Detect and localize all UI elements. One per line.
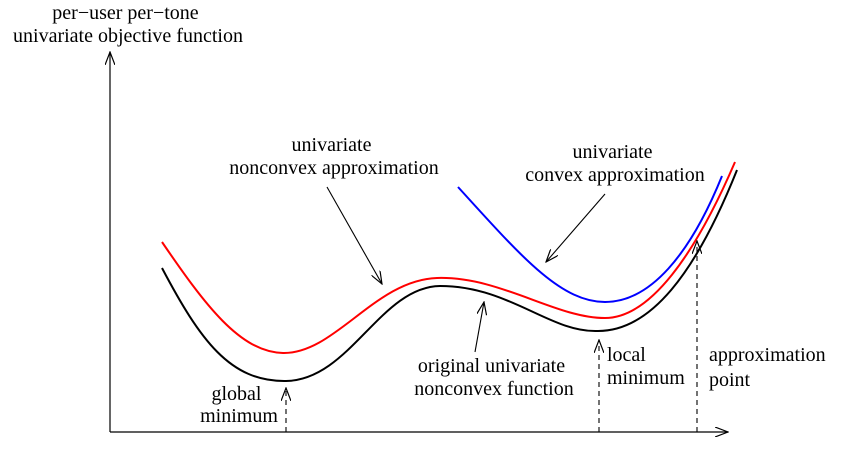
convex-approximation-curve bbox=[457, 175, 723, 304]
approximation-point-label: approximation point bbox=[709, 344, 831, 391]
original-function-pointer bbox=[474, 302, 484, 353]
y-axis-title: per−user per−tone univariate objective f… bbox=[13, 2, 243, 47]
nonconvex-approx-pointer bbox=[326, 186, 382, 284]
nonconvex-approximation-label-line-2: nonconvex approximation bbox=[229, 157, 438, 179]
y-axis-title-line-1: per−user per−tone bbox=[52, 2, 199, 24]
original-function-label-line-2: nonconvex function bbox=[414, 378, 573, 400]
local-minimum-label-line-1: local bbox=[607, 344, 646, 366]
approximation-point-label-line-1: approximation bbox=[709, 344, 826, 366]
convex-approximation-label-line-1: univariate bbox=[573, 141, 653, 163]
original-function-curve bbox=[161, 169, 738, 383]
nonconvex-approximation-curve bbox=[161, 161, 736, 355]
original-function-label-line-1: original univariate bbox=[418, 355, 565, 377]
y-axis-title-line-2: univariate objective function bbox=[13, 25, 243, 47]
local-minimum-label: local minimum bbox=[607, 344, 685, 389]
global-minimum-label-line-2: minimum bbox=[200, 405, 278, 427]
convex-approximation-label-line-2: convex approximation bbox=[525, 164, 704, 186]
local-minimum-label-line-2: minimum bbox=[607, 367, 685, 389]
convex-approximation-label: univariate convex approximation bbox=[525, 141, 704, 186]
approximation-point-label-line-2: point bbox=[709, 369, 751, 391]
original-function-label: original univariate nonconvex function bbox=[414, 355, 573, 400]
nonconvex-approximation-label-line-1: univariate bbox=[292, 134, 372, 156]
convex-approx-pointer bbox=[546, 193, 606, 262]
nonconvex-approximation-label: univariate nonconvex approximation bbox=[229, 134, 438, 179]
global-minimum-label-line-1: global bbox=[212, 383, 262, 405]
global-minimum-label: global minimum bbox=[200, 383, 278, 427]
